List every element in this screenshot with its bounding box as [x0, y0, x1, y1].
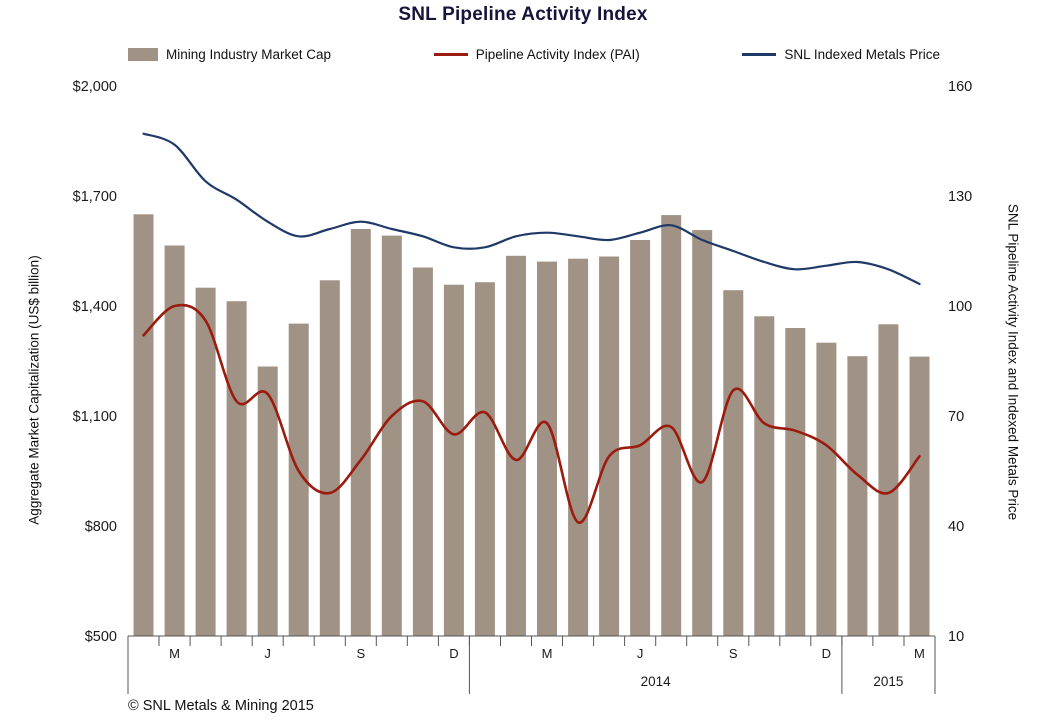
y-tick-label-right: 40 — [948, 519, 964, 535]
bar — [195, 287, 216, 636]
x-month-label: D — [822, 646, 831, 661]
x-month-label: S — [356, 646, 365, 661]
bar — [474, 282, 495, 636]
bar — [381, 235, 402, 636]
legend-label-market-cap: Mining Industry Market Cap — [166, 47, 332, 62]
y-tick-label-left: $1,400 — [73, 299, 117, 315]
bar — [350, 229, 371, 636]
x-year-label: 2015 — [873, 674, 903, 689]
legend-item-pai: Pipeline Activity Index (PAI) — [433, 47, 640, 62]
x-month-label: M — [169, 646, 180, 661]
x-month-label: M — [542, 646, 553, 661]
bar — [847, 356, 868, 636]
chart-legend: Mining Industry Market Cap Pipeline Acti… — [128, 47, 940, 62]
chart-title: SNL Pipeline Activity Index — [398, 4, 648, 25]
y-tick-label-right: 130 — [948, 189, 972, 205]
y-tick-label-right: 10 — [948, 629, 964, 645]
x-year-label: 2014 — [641, 674, 672, 689]
bar — [816, 342, 837, 636]
legend-label-pai: Pipeline Activity Index (PAI) — [475, 47, 640, 62]
metals-price-line — [142, 132, 921, 286]
x-month-label: D — [449, 646, 458, 661]
bar — [506, 255, 526, 637]
bar — [257, 366, 278, 636]
bar — [568, 258, 589, 636]
legend-label-metals-price: SNL Indexed Metals Price — [784, 47, 940, 62]
bar — [909, 356, 930, 636]
x-month-label: M — [914, 646, 925, 661]
bar — [785, 328, 806, 636]
bar — [164, 245, 185, 636]
bar — [754, 316, 775, 636]
bar — [723, 290, 744, 636]
bar — [692, 230, 713, 636]
red-line-swatch-icon — [433, 53, 468, 56]
bar-swatch-icon — [128, 48, 158, 61]
y-tick-label-left: $1,700 — [73, 189, 117, 205]
bar — [288, 323, 309, 636]
bar — [599, 256, 620, 636]
copyright-note: © SNL Metals & Mining 2015 — [128, 698, 314, 714]
legend-item-market-cap: Mining Industry Market Cap — [128, 47, 331, 62]
bar — [630, 240, 651, 636]
y-tick-label-left: $800 — [85, 519, 117, 535]
y-tick-label-right: 160 — [948, 79, 972, 95]
x-month-label: S — [729, 646, 738, 661]
pai-line — [142, 303, 921, 524]
bar — [133, 214, 154, 637]
y-tick-label-left: $2,000 — [73, 79, 117, 95]
legend-item-metals-price: SNL Indexed Metals Price — [742, 47, 940, 62]
bar — [443, 284, 464, 636]
x-month-label: J — [264, 646, 271, 661]
y-tick-label-right: 100 — [948, 299, 972, 315]
y-tick-label-left: $500 — [85, 629, 117, 645]
bar — [412, 267, 433, 636]
y-tick-label-right: 70 — [948, 409, 964, 425]
x-month-label: J — [637, 646, 644, 661]
bar — [226, 301, 247, 636]
bar — [537, 261, 557, 636]
y-tick-label-left: $1,100 — [73, 409, 117, 425]
blue-line-swatch-icon — [742, 53, 777, 56]
bar — [319, 280, 340, 636]
bar — [878, 324, 899, 636]
